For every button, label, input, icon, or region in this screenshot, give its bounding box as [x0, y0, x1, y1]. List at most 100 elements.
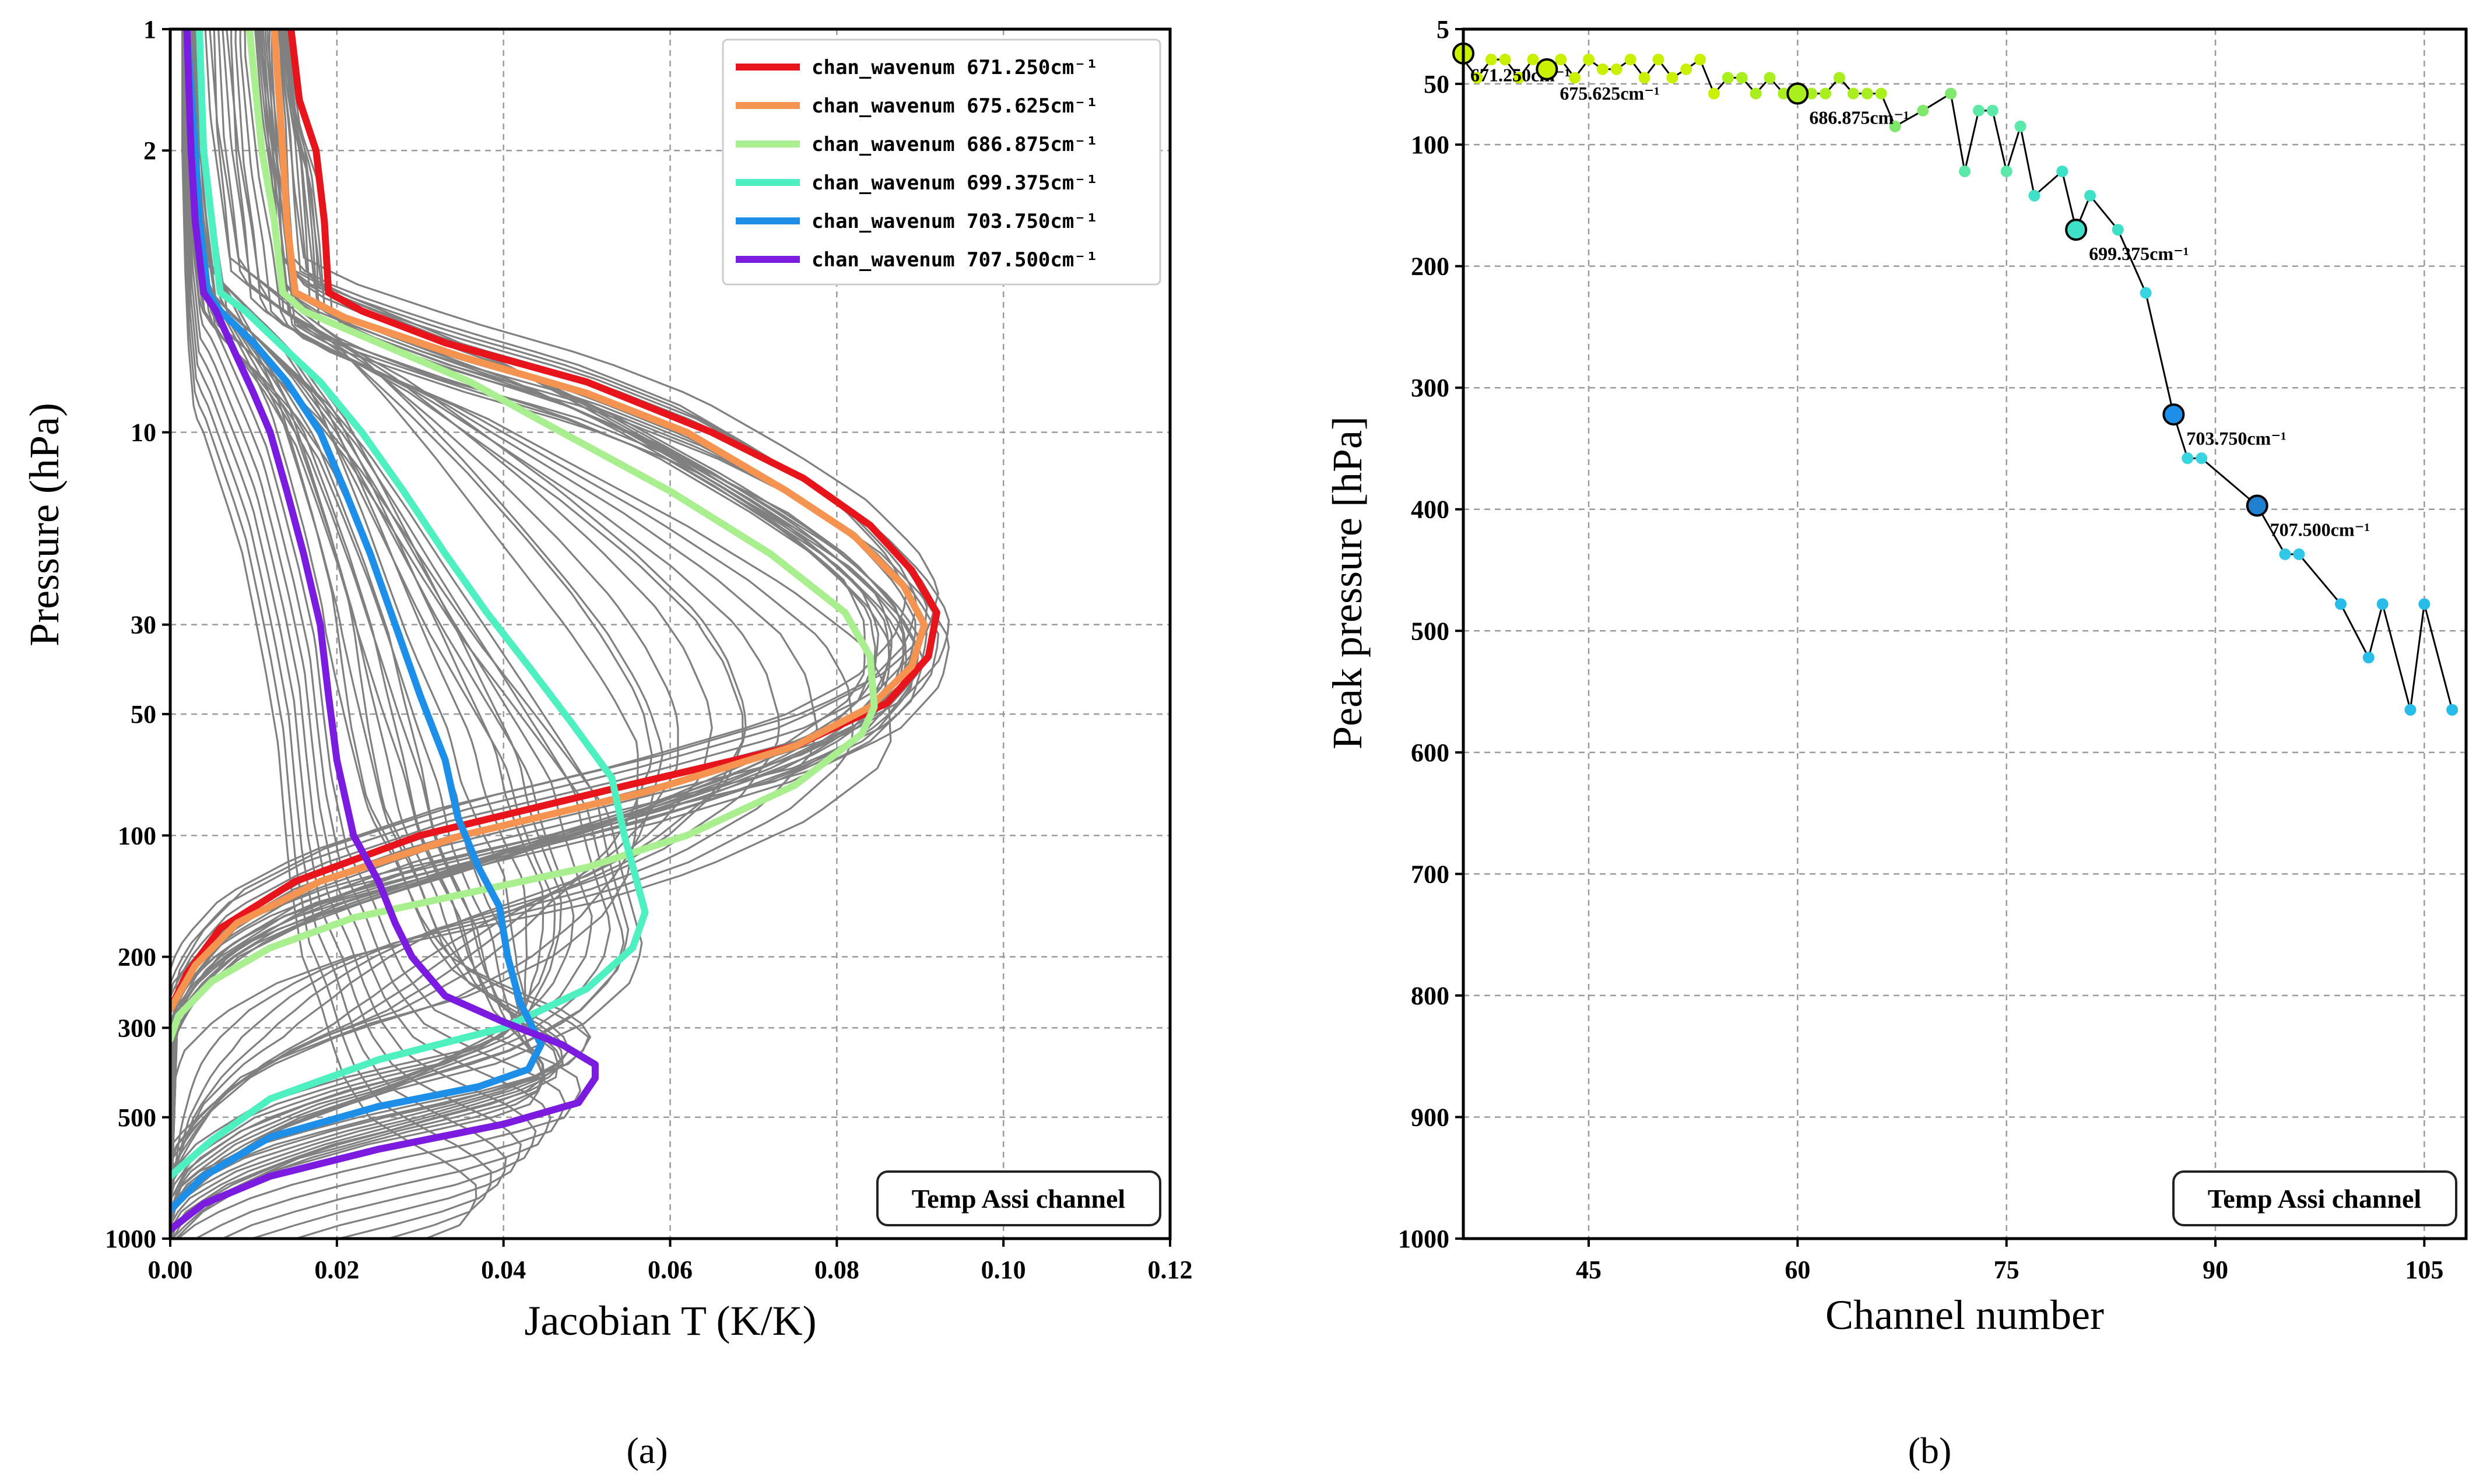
- peak-pressure-point: [2279, 548, 2291, 560]
- peak-pressure-point: [2335, 598, 2347, 610]
- jacobian-x-tick-label: 0.04: [481, 1256, 526, 1284]
- jacobian-x-tick-label: 0.12: [1148, 1256, 1193, 1284]
- jacobian-x-tick-label: 0.10: [981, 1256, 1026, 1284]
- legend-entry-label: chan_wavenum 686.875cm⁻¹: [812, 133, 1098, 156]
- jacobian-annotation-text: Temp Assi channel: [912, 1184, 1125, 1214]
- peak-pressure-x-tick-label: 60: [1785, 1256, 1810, 1284]
- peak-pressure-point: [1889, 120, 1901, 132]
- background-jacobian-curve: [170, 29, 855, 1239]
- background-jacobian-curve: [185, 29, 567, 1239]
- jacobian-y-tick-label: 1000: [105, 1225, 156, 1253]
- highlighted-channel-marker: [1536, 58, 1558, 80]
- highlighted-channel-label: 703.750cm⁻¹: [2186, 428, 2286, 449]
- highlighted-channels: 671.250cm⁻¹675.625cm⁻¹686.875cm⁻¹699.375…: [1452, 42, 2370, 540]
- peak-pressure-x-ticks: 45 60 75 90 105: [1576, 1239, 2443, 1284]
- legend-entry-label: chan_wavenum 675.625cm⁻¹: [812, 94, 1098, 118]
- peak-pressure-x-tick-label: 45: [1576, 1256, 1602, 1284]
- peak-pressure-point: [1485, 54, 1497, 66]
- jacobian-x-tick-label: 0.06: [648, 1256, 693, 1284]
- background-jacobian-curve: [170, 29, 664, 1239]
- peak-pressure-annotation-box: Temp Assi channel: [2172, 1170, 2457, 1226]
- highlighted-channel-marker: [2162, 403, 2185, 426]
- jacobian-y-tick-label: 200: [118, 943, 156, 972]
- peak-pressure-x-tick-label: 105: [2405, 1256, 2443, 1284]
- peak-pressure-point: [1527, 54, 1539, 66]
- background-jacobian-curve: [170, 29, 556, 1239]
- peak-pressure-point: [1624, 54, 1636, 66]
- jacobian-chart: 0.00 0.02 0.04 0.06 0.08 0.10 0.12 1 2 10 30 50 100…: [21, 15, 1193, 1471]
- peak-pressure-point: [1596, 63, 1608, 75]
- jacobian-y-axis-label: Pressure (hPa): [21, 403, 68, 646]
- background-jacobian-curve: [170, 29, 818, 1239]
- jacobian-y-tick-label: 30: [131, 611, 156, 639]
- peak-pressure-point: [1834, 72, 1845, 84]
- peak-pressure-point: [1861, 87, 1873, 100]
- peak-pressure-point: [1499, 54, 1511, 66]
- jacobian-y-tick-label: 500: [118, 1103, 156, 1132]
- highlighted-channel-label: 707.500cm⁻¹: [2270, 519, 2370, 540]
- peak-pressure-point: [1569, 72, 1581, 84]
- peak-pressure-grid: [1463, 29, 2466, 1239]
- background-jacobian-curve: [182, 29, 507, 1239]
- peak-pressure-y-axis-label: Peak pressure [hPa]: [1324, 416, 1371, 750]
- highlighted-jacobian-curves: [170, 29, 940, 1233]
- peak-pressure-y-tick-label: 600: [1411, 739, 1449, 767]
- peak-pressure-point: [1583, 54, 1595, 66]
- peak-pressure-y-tick-label: 400: [1411, 495, 1449, 524]
- highlighted-channel-label: 699.375cm⁻¹: [2089, 243, 2189, 264]
- peak-pressure-connector: [1463, 58, 2453, 711]
- highlighted-channel-marker: [2065, 219, 2088, 241]
- peak-pressure-point: [2140, 287, 2152, 299]
- peak-pressure-point: [1666, 72, 1678, 84]
- background-jacobian-curve: [170, 29, 653, 1239]
- panel-label-a: (a): [626, 1430, 668, 1471]
- peak-pressure-plot-frame: [1462, 27, 2468, 1240]
- peak-pressure-y-tick-label: 800: [1411, 982, 1449, 1010]
- jacobian-y-tick-label: 1: [143, 15, 156, 44]
- peak-pressure-point: [1471, 72, 1483, 84]
- background-jacobian-curve: [184, 29, 537, 1239]
- background-jacobian-curve: [170, 29, 780, 1239]
- background-jacobian-curve: [170, 29, 713, 1239]
- peak-pressure-y-tick-label: 200: [1411, 252, 1449, 281]
- jacobian-series-line: [170, 29, 649, 1180]
- peak-pressure-y-tick-label: 300: [1411, 374, 1449, 402]
- peak-pressure-point: [2418, 598, 2431, 610]
- jacobian-series-line: [170, 29, 599, 1233]
- jacobian-x-axis-label: Jacobian T (K/K): [524, 1297, 816, 1344]
- peak-pressure-point: [1972, 104, 1985, 117]
- peak-pressure-point: [1750, 87, 1762, 100]
- jacobian-x-tick-label: 0.00: [148, 1256, 193, 1284]
- background-jacobian-curve: [183, 29, 522, 1239]
- peak-pressure-point: [1986, 104, 1999, 117]
- peak-pressure-y-ticks: 5 50 100 200 300 400 500 600 700 800 900 1000: [1398, 15, 1463, 1253]
- background-jacobian-curve: [170, 29, 545, 1239]
- peak-pressure-y-tick-label: 700: [1411, 860, 1449, 888]
- jacobian-y-tick-label: 50: [131, 700, 156, 729]
- background-jacobian-curve: [181, 29, 477, 1239]
- peak-pressure-point: [2362, 652, 2375, 664]
- peak-pressure-point: [1652, 54, 1664, 66]
- background-jacobian-curve: [170, 29, 639, 1239]
- peak-pressure-point: [1680, 63, 1692, 75]
- peak-pressure-point: [1875, 87, 1887, 100]
- peak-pressure-point: [1513, 72, 1525, 84]
- peak-pressure-point: [1806, 87, 1818, 100]
- peak-pressure-points: [1463, 54, 2459, 716]
- peak-pressure-line: [1463, 58, 2453, 711]
- peak-pressure-point: [1778, 87, 1790, 100]
- peak-pressure-y-tick-label: 100: [1411, 131, 1449, 159]
- jacobian-x-tick-label: 0.02: [314, 1256, 359, 1284]
- peak-pressure-chart: 671.250cm⁻¹675.625cm⁻¹686.875cm⁻¹699.375…: [1324, 15, 2468, 1471]
- peak-pressure-point: [2084, 189, 2096, 202]
- peak-pressure-point: [1917, 104, 1929, 117]
- highlighted-channel-label: 686.875cm⁻¹: [1809, 107, 1909, 128]
- peak-pressure-point: [1959, 165, 1971, 177]
- peak-pressure-y-tick-label: 1000: [1398, 1225, 1449, 1253]
- jacobian-x-tick-label: 0.08: [814, 1256, 859, 1284]
- jacobian-series-line: [170, 29, 940, 1013]
- peak-pressure-point: [1555, 54, 1567, 66]
- peak-pressure-point: [1847, 87, 1859, 100]
- jacobian-y-tick-label: 300: [118, 1014, 156, 1042]
